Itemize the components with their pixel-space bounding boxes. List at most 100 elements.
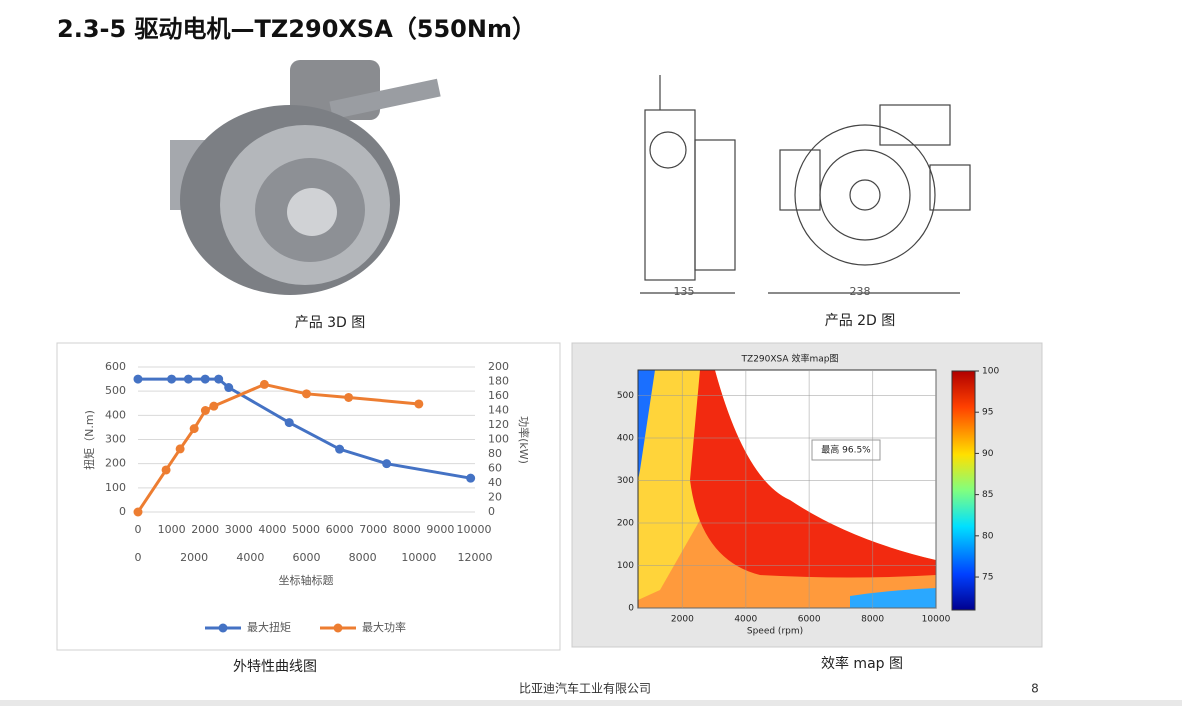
y-tick-label: 200: [105, 457, 126, 470]
legend-label: 最大扭矩: [247, 620, 291, 634]
data-point: [284, 418, 294, 428]
data-point: [382, 459, 392, 469]
dimension-label: 135: [674, 285, 695, 298]
data-point: [200, 374, 210, 384]
x-axis-title: Speed (rpm): [747, 627, 803, 637]
x2-tick-label: 10000: [401, 551, 436, 564]
y-tick-label: 500: [105, 384, 126, 397]
motor-3d-image: [170, 60, 441, 295]
data-point: [200, 406, 210, 415]
footer-company: 比亚迪汽车工业有限公司: [519, 681, 651, 696]
bottom-bar: [0, 700, 1182, 706]
data-point: [133, 374, 143, 384]
x-tick-label: 9000: [426, 523, 454, 536]
data-point: [414, 399, 424, 409]
colorbar-tick-label: 95: [982, 408, 993, 418]
dimension-label: 238: [850, 285, 871, 298]
x-tick-label: 2000: [671, 615, 694, 625]
y-tick-label: 400: [105, 408, 126, 421]
y2-tick-label: 180: [488, 375, 509, 388]
x-tick-label: 8000: [861, 615, 884, 625]
map-contours: [638, 370, 936, 608]
colorbar-tick-label: 80: [982, 531, 994, 541]
x-tick-label: 10000: [457, 523, 492, 536]
legend-marker: [218, 623, 228, 633]
data-point: [224, 383, 234, 393]
data-point: [259, 379, 269, 389]
x-tick-label: 10000: [922, 615, 951, 625]
y2-tick-label: 40: [488, 476, 502, 489]
x-tick-label: 3000: [225, 523, 253, 536]
x-tick-label: 2000: [191, 523, 219, 536]
x-tick-label: 5000: [292, 523, 320, 536]
colorbar-tick-label: 100: [982, 367, 999, 377]
data-point: [189, 424, 199, 434]
y-tick-label: 400: [617, 434, 634, 444]
x-tick-label: 1000: [158, 523, 186, 536]
colorbar: [951, 370, 976, 611]
caption: 外特性曲线图: [233, 659, 317, 675]
x2-tick-label: 8000: [349, 551, 377, 564]
x2-tick-label: 12000: [458, 551, 493, 564]
data-point: [161, 465, 171, 475]
y2-tick-label: 0: [488, 505, 495, 518]
y2-tick-label: 80: [488, 447, 502, 460]
y2-tick-label: 100: [488, 433, 509, 446]
page-number: 8: [1031, 682, 1039, 696]
y2-tick-label: 160: [488, 389, 509, 402]
y-tick-label: 0: [119, 505, 126, 518]
colorbar-tick-label: 85: [982, 490, 993, 500]
y2-axis-title: 功率(kW): [517, 416, 531, 464]
annotation: 最高 96.5%: [821, 444, 871, 456]
chart-frame: [56, 342, 561, 651]
data-point: [335, 444, 345, 454]
y-tick-label: 500: [617, 391, 634, 401]
x2-tick-label: 0: [135, 551, 142, 564]
y2-tick-label: 20: [488, 491, 502, 504]
motor-2d-drawing: [640, 75, 971, 294]
series-line: [138, 377, 471, 480]
y2-tick-label: 140: [488, 404, 509, 417]
x-tick-label: 4000: [734, 615, 757, 625]
x-tick-label: 4000: [258, 523, 286, 536]
data-point: [167, 374, 177, 384]
x-tick-label: 8000: [393, 523, 421, 536]
x2-tick-label: 6000: [293, 551, 321, 564]
map-title: TZ290XSA 效率map图: [741, 353, 839, 365]
x-tick-label: 7000: [359, 523, 387, 536]
colorbar-tick-label: 75: [982, 573, 993, 583]
x2-tick-label: 4000: [236, 551, 264, 564]
y-tick-label: 600: [105, 360, 126, 373]
data-point: [175, 444, 185, 454]
y2-tick-label: 120: [488, 418, 509, 431]
data-point: [214, 374, 224, 384]
caption: 产品 3D 图: [295, 315, 366, 331]
caption: 产品 2D 图: [825, 313, 896, 329]
slide-title: 2.3-5 驱动电机—TZ290XSA（550Nm）: [57, 15, 536, 43]
y2-tick-label: 60: [488, 462, 502, 475]
x-tick-label: 6000: [798, 615, 821, 625]
y-axis-title: 扭矩（N.m): [82, 410, 96, 470]
data-point: [302, 389, 311, 399]
y-tick-label: 200: [617, 519, 634, 529]
x-tick-label: 0: [135, 523, 142, 536]
series-line: [136, 382, 419, 513]
y-tick-label: 0: [628, 604, 634, 614]
legend-label: 最大功率: [362, 620, 406, 634]
data-point: [209, 401, 219, 411]
caption: 效率 map 图: [821, 655, 903, 672]
colorbar-tick-label: 90: [982, 449, 994, 459]
annotation-box: [811, 439, 881, 461]
y-tick-label: 100: [105, 481, 126, 494]
x-axis-title: 坐标轴标题: [279, 573, 334, 587]
data-point: [133, 507, 143, 517]
legend-marker: [333, 623, 343, 633]
y2-tick-label: 200: [488, 360, 509, 373]
data-point: [344, 392, 354, 402]
data-point: [183, 374, 193, 384]
y-tick-label: 300: [617, 476, 634, 486]
y-tick-label: 300: [105, 433, 126, 446]
y-tick-label: 100: [617, 561, 634, 571]
data-point: [466, 473, 476, 483]
